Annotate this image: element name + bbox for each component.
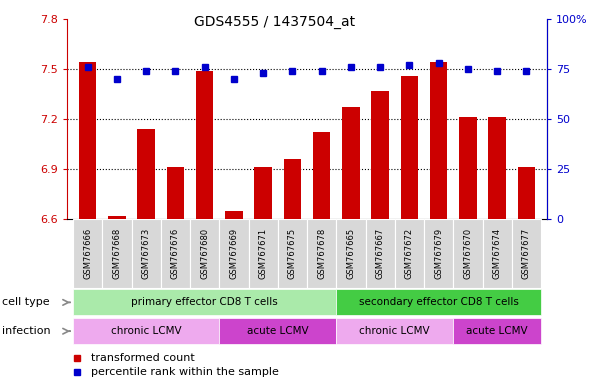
Text: secondary effector CD8 T cells: secondary effector CD8 T cells [359,297,519,308]
Text: GSM767672: GSM767672 [405,228,414,279]
Text: GSM767668: GSM767668 [112,228,122,279]
Text: GSM767673: GSM767673 [142,228,151,279]
Text: GSM767665: GSM767665 [346,228,356,279]
Text: primary effector CD8 T cells: primary effector CD8 T cells [131,297,278,308]
Text: GSM767667: GSM767667 [376,228,385,279]
Bar [73,219,102,288]
Text: GSM767678: GSM767678 [317,228,326,279]
Bar [73,318,219,344]
Bar [79,63,97,219]
Text: GSM767671: GSM767671 [258,228,268,279]
Text: GSM767680: GSM767680 [200,228,209,279]
Text: GDS4555 / 1437504_at: GDS4555 / 1437504_at [194,15,356,29]
Text: GSM767669: GSM767669 [229,228,238,279]
Bar [512,219,541,288]
Bar [307,219,336,288]
Bar [424,219,453,288]
Text: GSM767670: GSM767670 [463,228,472,279]
Bar [488,118,506,219]
Text: GSM767679: GSM767679 [434,228,443,279]
Text: cell type: cell type [2,297,49,308]
Bar [483,219,512,288]
Bar [395,219,424,288]
Text: GSM767675: GSM767675 [288,228,297,279]
Text: GSM767677: GSM767677 [522,228,531,279]
Bar [225,210,243,219]
Bar [430,63,447,219]
Bar [254,167,272,219]
Bar [219,219,249,288]
Bar [108,215,126,219]
Bar [137,129,155,219]
Bar [453,219,483,288]
Bar [336,219,365,288]
Text: chronic LCMV: chronic LCMV [359,326,430,336]
Bar [161,219,190,288]
Bar [219,318,336,344]
Bar [401,76,418,219]
Bar [518,167,535,219]
Text: infection: infection [2,326,51,336]
Bar [284,159,301,219]
Text: chronic LCMV: chronic LCMV [111,326,181,336]
Text: GSM767676: GSM767676 [171,228,180,279]
Bar [336,318,453,344]
Text: acute LCMV: acute LCMV [466,326,528,336]
Bar [365,219,395,288]
Text: GSM767674: GSM767674 [492,228,502,279]
Bar [278,219,307,288]
Text: acute LCMV: acute LCMV [247,326,309,336]
Text: percentile rank within the sample: percentile rank within the sample [91,366,279,377]
Bar [459,118,477,219]
Text: GSM767666: GSM767666 [83,228,92,279]
Bar [371,91,389,219]
Bar [249,219,278,288]
Text: transformed count: transformed count [91,353,195,363]
Bar [102,219,131,288]
Bar [342,108,360,219]
Bar [453,318,541,344]
Bar [131,219,161,288]
Bar [73,290,336,315]
Bar [313,132,331,219]
Bar [336,290,541,315]
Bar [167,167,184,219]
Bar [190,219,219,288]
Bar [196,71,213,219]
